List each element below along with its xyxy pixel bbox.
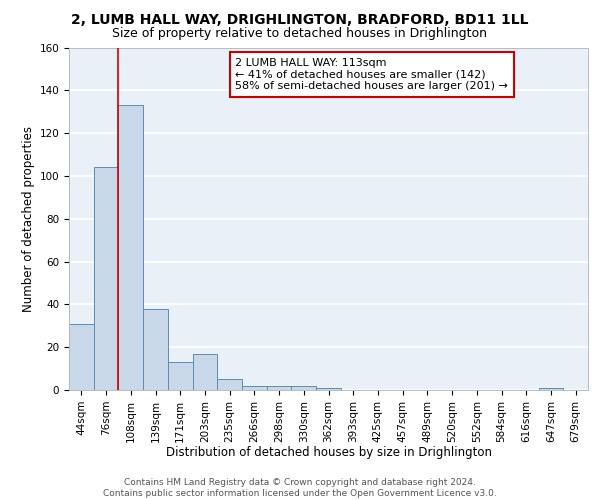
Text: 2 LUMB HALL WAY: 113sqm
← 41% of detached houses are smaller (142)
58% of semi-d: 2 LUMB HALL WAY: 113sqm ← 41% of detache… — [235, 58, 508, 91]
X-axis label: Distribution of detached houses by size in Drighlington: Distribution of detached houses by size … — [166, 446, 491, 459]
Y-axis label: Number of detached properties: Number of detached properties — [22, 126, 35, 312]
Bar — [193, 354, 217, 390]
Text: Size of property relative to detached houses in Drighlington: Size of property relative to detached ho… — [113, 28, 487, 40]
Bar — [242, 386, 267, 390]
Bar — [539, 388, 563, 390]
Text: 2, LUMB HALL WAY, DRIGHLINGTON, BRADFORD, BD11 1LL: 2, LUMB HALL WAY, DRIGHLINGTON, BRADFORD… — [71, 12, 529, 26]
Bar — [217, 380, 242, 390]
Bar — [69, 324, 94, 390]
Bar — [143, 308, 168, 390]
Bar — [267, 386, 292, 390]
Text: Contains HM Land Registry data © Crown copyright and database right 2024.
Contai: Contains HM Land Registry data © Crown c… — [103, 478, 497, 498]
Bar — [168, 362, 193, 390]
Bar — [94, 168, 118, 390]
Bar — [118, 106, 143, 390]
Bar — [292, 386, 316, 390]
Bar — [316, 388, 341, 390]
